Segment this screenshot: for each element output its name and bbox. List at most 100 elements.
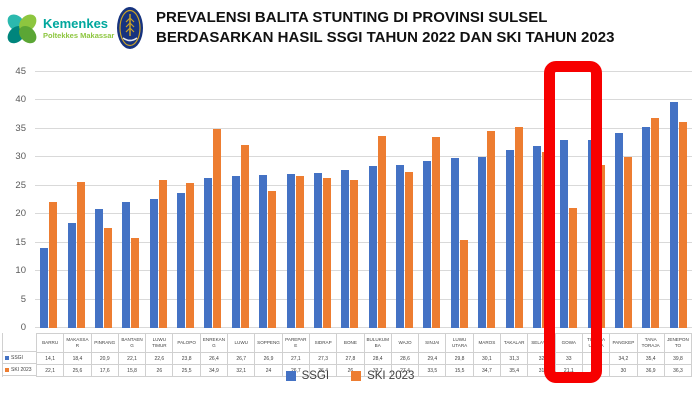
bar-ski-2023-wajo — [405, 172, 414, 328]
gridline-0 — [35, 327, 692, 328]
bar-ski-2023-pinrang — [103, 227, 112, 328]
bar-ssgi-tana-toraja — [642, 126, 651, 328]
table-row-labels: SSGI SKI 2023 — [2, 333, 37, 377]
bar-ssgi-bulukumba — [368, 166, 377, 328]
value-ssgi-sinjai: 29,4 — [419, 353, 446, 365]
value-ssgi-jeneponto: 39,8 — [664, 353, 692, 365]
bar-ssgi-maros — [478, 156, 487, 328]
value-ssgi-parepare: 27,1 — [282, 353, 309, 365]
value-ski-2023-luwu-utara: 15,5 — [446, 365, 473, 377]
value-ssgi-wajo: 28,6 — [391, 353, 419, 365]
category-label-maros: MAROS — [473, 333, 501, 353]
value-ski-2023-jeneponto: 36,3 — [664, 365, 692, 377]
y-tick-label-40: 40 — [15, 94, 26, 106]
table-column-sidrap: SIDRAP 27,3 26,4 — [309, 333, 338, 377]
value-ski-2023-wajo: 27,4 — [391, 365, 419, 377]
table-column-pinrang: PINRANG 20,9 17,6 — [91, 333, 119, 377]
table-corner-cell — [3, 333, 36, 352]
category-label-luwu: LUWU — [228, 333, 255, 353]
gridline-30 — [35, 156, 692, 158]
table-column-luwu-utara: LUWU UTARA 29,8 15,5 — [446, 333, 474, 377]
bar-ski-2023-maros — [487, 130, 496, 328]
highlight-box — [543, 61, 602, 383]
data-table: SSGI SKI 2023 BARRU 14,1 22,1 MAKASSAR 18,4 2… — [2, 333, 693, 377]
legend-item-ski-2023: SKI 2023 — [351, 370, 414, 382]
category-label-jeneponto: JENEPONTO — [664, 333, 692, 353]
category-label-sidrap: SIDRAP — [309, 333, 337, 353]
bar-ski-2023-pangkep — [624, 157, 633, 328]
poltekkes-name: Poltekkes Makassar — [43, 30, 115, 40]
y-tick-label-10: 10 — [15, 265, 26, 277]
value-ssgi-selayar: 32 — [528, 353, 555, 365]
value-ssgi-luwu: 26,7 — [228, 353, 255, 365]
table-column-jeneponto: JENEPONTO 39,8 36,3 — [664, 333, 693, 377]
gridline-5 — [35, 298, 692, 300]
category-label-palopo: PALOPO — [173, 333, 200, 353]
table-column-takalar: TAKALAR 31,3 35,4 — [501, 333, 529, 377]
value-ssgi-sidrap: 27,3 — [309, 353, 337, 365]
y-tick-label-0: 0 — [20, 322, 26, 333]
table-column-soppeng: SOPPENG 26,9 24 — [255, 333, 283, 377]
value-ssgi-palopo: 23,8 — [173, 353, 200, 365]
category-label-pangkep: PANGKEP — [610, 333, 637, 353]
bar-ssgi-enrekang — [204, 177, 213, 328]
value-ssgi-pangkep: 34,2 — [610, 353, 637, 365]
y-tick-label-15: 15 — [15, 236, 26, 248]
bar-ssgi-soppeng — [259, 174, 268, 328]
chart-legend: SSGI SKI 2023 — [0, 370, 700, 382]
value-ski-2023-luwu-timur: 26 — [146, 365, 173, 377]
bar-ssgi-takalar — [505, 149, 514, 328]
bar-ski-2023-luwu — [240, 145, 249, 328]
bar-ski-2023-bulukumba — [377, 136, 386, 328]
value-ski-2023-bulukumba: 33,7 — [364, 365, 391, 377]
value-ski-2023-parepare: 26,7 — [282, 365, 309, 377]
bar-ssgi-palopo — [177, 192, 186, 328]
legend-swatch-ssgi-icon — [285, 371, 296, 381]
value-ski-2023-luwu: 32,1 — [228, 365, 255, 377]
university-crest-icon — [116, 6, 144, 55]
bar-ski-2023-gowa — [569, 207, 578, 328]
category-label-barru: BARRU — [37, 333, 64, 353]
table-column-enrekang: ENREKANG 26,4 34,9 — [200, 333, 229, 377]
value-ski-2023-soppeng: 24 — [255, 365, 282, 377]
bar-ski-2023-parepare — [295, 176, 304, 328]
value-ssgi-bone: 27,8 — [337, 353, 364, 365]
value-ssgi-pinrang: 20,9 — [91, 353, 118, 365]
bar-ski-2023-luwu-timur — [158, 180, 167, 328]
table-column-makassar: MAKASSAR 18,4 25,6 — [64, 333, 92, 377]
value-ssgi-luwu-timur: 22,6 — [146, 353, 173, 365]
bar-ssgi-bantaeng — [122, 202, 131, 328]
value-ski-2023-tana-toraja: 36,9 — [637, 365, 664, 377]
category-label-bantaeng: BANTAENG — [118, 333, 146, 353]
kemenkes-logo-text: Kemenkes Poltekkes Makassar — [43, 17, 114, 40]
bar-ssgi-makassar — [67, 223, 76, 328]
title-line-2: BERDASARKAN HASIL SSGI TAHUN 2022 DAN SK… — [156, 28, 615, 46]
table-column-barru: BARRU 14,1 22,1 — [37, 333, 65, 377]
value-ski-2023-barru: 22,1 — [37, 365, 64, 377]
table-column-wajo: WAJO 28,6 27,4 — [391, 333, 420, 377]
category-label-tana-toraja: TANA TORAJA — [637, 333, 664, 353]
category-label-gowa: GOWA — [555, 333, 582, 353]
table-row-label-ssgi: SSGI — [3, 352, 36, 364]
value-ski-2023-pangkep: 30 — [610, 365, 637, 377]
value-ski-2023-sidrap: 26,4 — [309, 365, 337, 377]
bar-ssgi-pinrang — [94, 209, 103, 328]
category-label-bone: BONE — [337, 333, 364, 353]
table-row-label-ski-text: SKI 2023 — [11, 366, 32, 373]
value-ssgi-maros: 30,1 — [473, 353, 501, 365]
bar-ski-2023-sinjai — [432, 137, 441, 328]
bar-ski-2023-enrekang — [213, 129, 222, 328]
bar-ssgi-sidrap — [313, 172, 322, 328]
value-ssgi-enrekang: 26,4 — [200, 353, 228, 365]
gridline-25 — [35, 184, 692, 186]
gridline-20 — [35, 213, 692, 215]
category-label-enrekang: ENREKANG — [200, 333, 228, 353]
bar-ssgi-wajo — [396, 165, 405, 328]
category-label-sinjai: SINJAI — [419, 333, 446, 353]
category-label-makassar: MAKASSAR — [64, 333, 91, 353]
bar-ssgi-bone — [341, 169, 350, 328]
category-label-luwu-utara: LUWU UTARA — [446, 333, 473, 353]
gridline-10 — [35, 270, 692, 272]
